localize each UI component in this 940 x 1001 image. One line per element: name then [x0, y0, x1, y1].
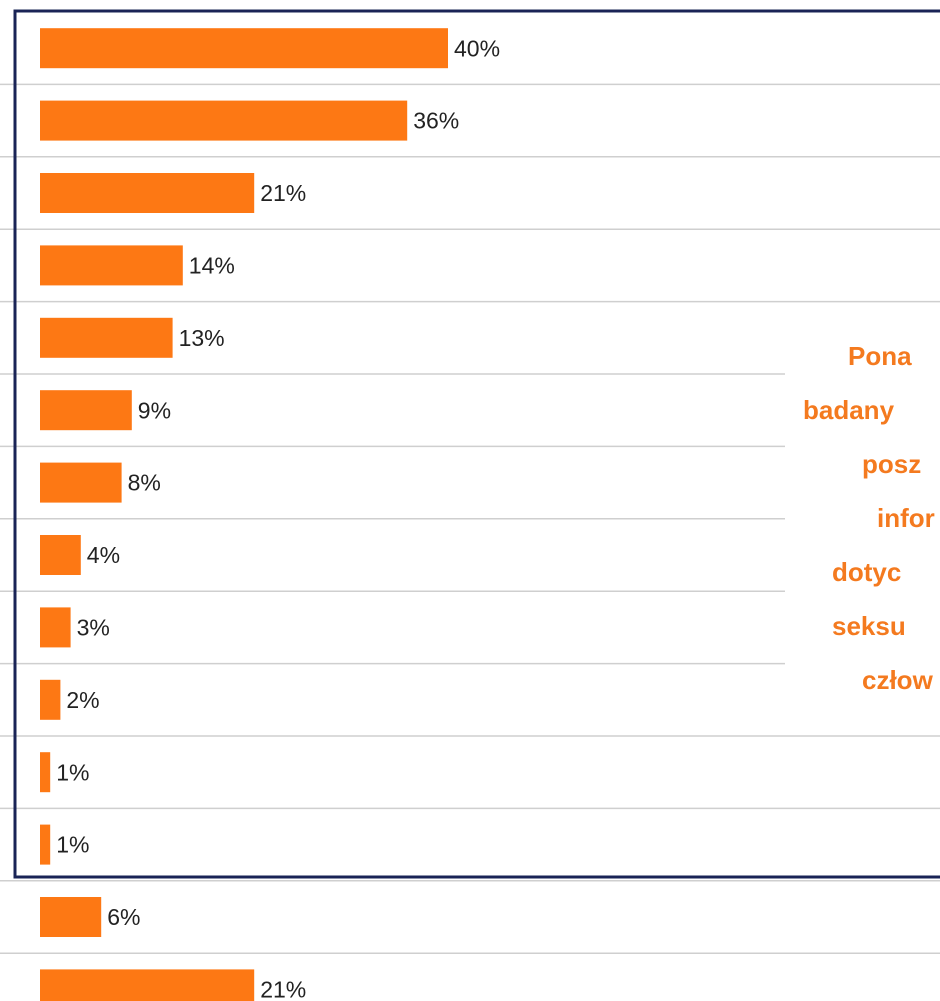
annotation-line: dotyc — [832, 557, 901, 587]
annotation-line: człow — [862, 665, 934, 695]
frame — [13, 9, 940, 879]
bar — [40, 173, 255, 213]
value-label: 8% — [128, 470, 161, 496]
bar — [40, 752, 51, 793]
value-label: 1% — [56, 759, 89, 785]
value-label: 40% — [454, 35, 500, 61]
bar — [40, 535, 81, 575]
annotation-line: posz — [862, 449, 921, 479]
bar — [40, 897, 102, 937]
bar — [40, 100, 408, 141]
value-label: 13% — [179, 325, 225, 351]
value-label: 21% — [260, 976, 306, 1001]
bar — [40, 607, 71, 648]
bar — [40, 245, 183, 286]
value-label: 2% — [66, 687, 99, 713]
bar — [40, 679, 61, 720]
value-label: 14% — [189, 252, 235, 278]
bar — [40, 390, 132, 431]
annotation-line: Pona — [848, 341, 912, 371]
value-label: 3% — [77, 614, 110, 640]
value-label: 4% — [87, 542, 120, 568]
bar — [40, 969, 255, 1001]
annotation-line: seksu — [832, 611, 906, 641]
value-label: 36% — [413, 108, 459, 134]
annotation-line: badany — [803, 395, 895, 425]
bar — [40, 317, 173, 358]
annotation-line: infor — [877, 503, 935, 533]
value-label: 21% — [260, 180, 306, 206]
bar — [40, 28, 448, 69]
value-label: 6% — [107, 904, 140, 930]
bar — [40, 824, 51, 865]
value-label: 9% — [138, 397, 171, 423]
value-label: 1% — [56, 832, 89, 858]
bar — [40, 462, 122, 503]
